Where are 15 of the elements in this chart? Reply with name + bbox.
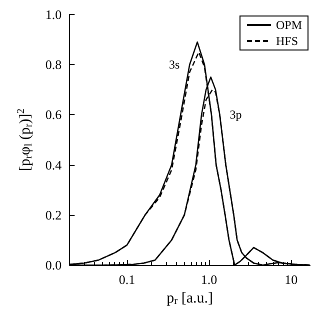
y-tick-label: 0.4 — [45, 157, 62, 172]
y-tick-label: 0.8 — [45, 57, 62, 72]
x-tick-label: 1.0 — [200, 272, 218, 288]
x-tick-label: 0.1 — [118, 272, 136, 288]
y-tick-label: 0.6 — [45, 107, 62, 122]
x-axis-title: pr [a.u.] — [166, 290, 214, 307]
y-tick-label: 0.0 — [45, 258, 62, 273]
y-tick-label: 1.0 — [45, 7, 62, 22]
x-tick-label: 10 — [284, 272, 298, 288]
legend-label: HFS — [276, 34, 298, 48]
y-axis-title: [prφl (pr)]2 — [16, 108, 34, 172]
annotation: 3p — [230, 108, 242, 122]
legend-label: OPM — [276, 18, 302, 32]
y-tick-label: 0.2 — [45, 207, 62, 222]
annotation: 3s — [168, 58, 180, 72]
